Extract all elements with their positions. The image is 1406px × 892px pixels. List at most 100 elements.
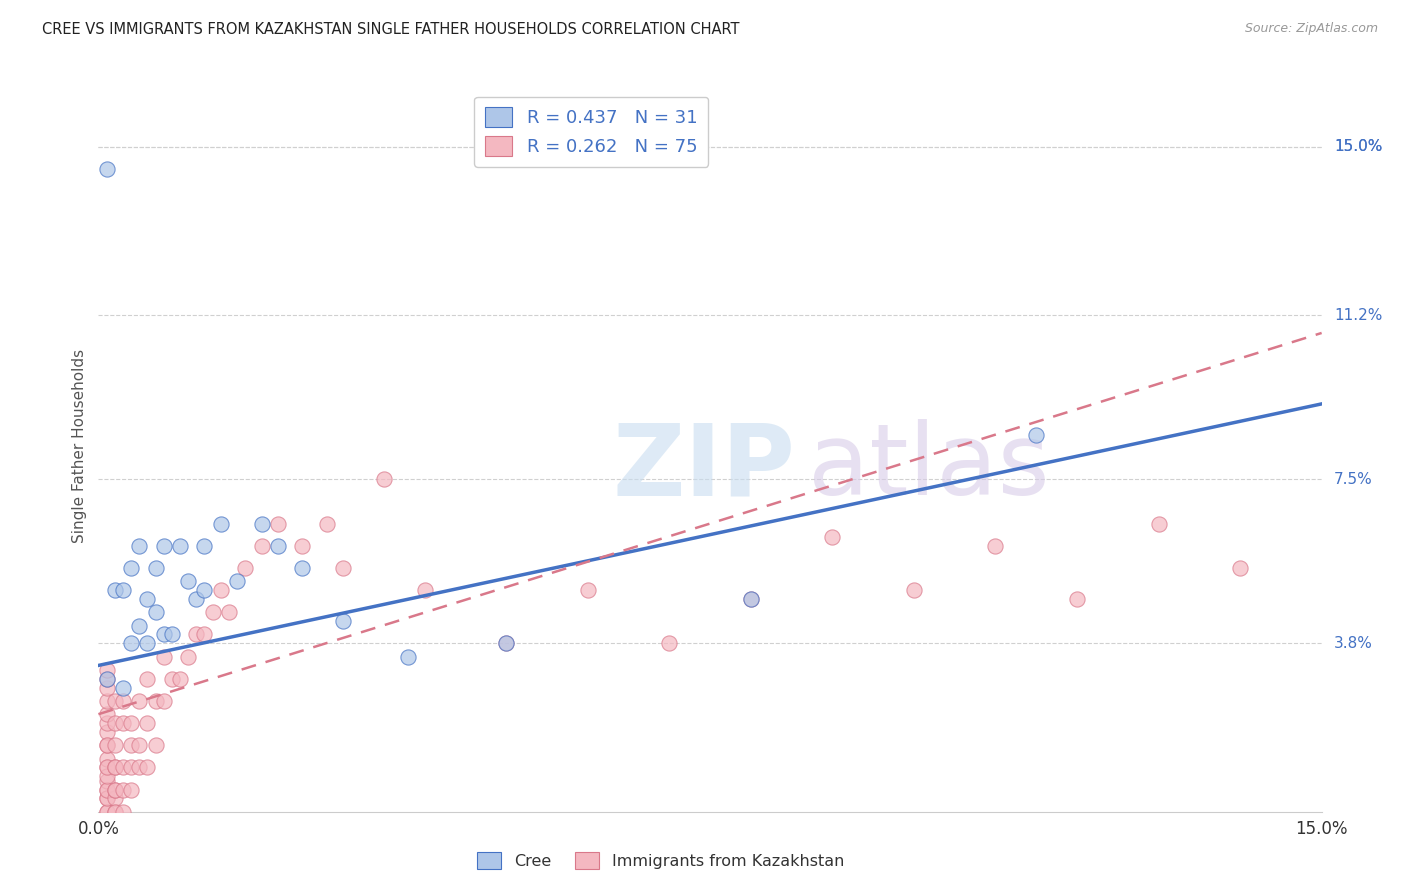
Point xyxy=(96,738,118,752)
Point xyxy=(96,805,118,819)
Point xyxy=(201,605,224,619)
Point xyxy=(96,663,118,677)
Point xyxy=(111,583,134,598)
Point xyxy=(96,760,118,774)
Point xyxy=(186,591,208,606)
Point xyxy=(193,627,215,641)
Point xyxy=(152,649,174,664)
Point xyxy=(332,614,354,628)
Point xyxy=(177,649,200,664)
Point xyxy=(160,672,183,686)
Point xyxy=(104,782,127,797)
Point xyxy=(821,530,844,544)
Point xyxy=(128,618,150,632)
Point xyxy=(111,805,134,819)
Point xyxy=(96,707,118,722)
Point xyxy=(152,627,174,641)
Point xyxy=(209,516,232,531)
Point xyxy=(128,539,150,553)
Text: 15.0%: 15.0% xyxy=(1334,139,1382,154)
Point xyxy=(145,694,167,708)
Point xyxy=(169,539,191,553)
Point xyxy=(136,591,159,606)
Point xyxy=(111,716,134,731)
Point xyxy=(96,773,118,788)
Point xyxy=(160,627,183,641)
Point xyxy=(291,539,314,553)
Point xyxy=(111,694,134,708)
Point xyxy=(267,539,290,553)
Point xyxy=(96,161,118,176)
Point xyxy=(96,725,118,739)
Point xyxy=(233,561,256,575)
Point xyxy=(104,791,127,805)
Point xyxy=(152,694,174,708)
Point xyxy=(495,636,517,650)
Point xyxy=(169,672,191,686)
Y-axis label: Single Father Households: Single Father Households xyxy=(72,349,87,543)
Point xyxy=(96,751,118,765)
Point xyxy=(104,805,127,819)
Point xyxy=(120,760,142,774)
Point xyxy=(104,694,127,708)
Point xyxy=(136,760,159,774)
Point xyxy=(1025,428,1047,442)
Point xyxy=(136,716,159,731)
Point xyxy=(104,738,127,752)
Point xyxy=(96,672,118,686)
Point xyxy=(658,636,681,650)
Point xyxy=(903,583,925,598)
Point xyxy=(315,516,337,531)
Point xyxy=(396,649,419,664)
Point xyxy=(250,516,273,531)
Text: 15.0%: 15.0% xyxy=(1334,139,1382,154)
Point xyxy=(96,760,118,774)
Point xyxy=(96,672,118,686)
Point xyxy=(96,791,118,805)
Text: 11.2%: 11.2% xyxy=(1334,308,1382,323)
Point xyxy=(104,583,127,598)
Legend: Cree, Immigrants from Kazakhstan: Cree, Immigrants from Kazakhstan xyxy=(471,846,851,875)
Text: Source: ZipAtlas.com: Source: ZipAtlas.com xyxy=(1244,22,1378,36)
Point xyxy=(104,716,127,731)
Point xyxy=(1147,516,1170,531)
Text: ZIP: ZIP xyxy=(612,419,794,516)
Point xyxy=(96,769,118,783)
Point xyxy=(111,681,134,695)
Point xyxy=(136,636,159,650)
Point xyxy=(96,681,118,695)
Text: CREE VS IMMIGRANTS FROM KAZAKHSTAN SINGLE FATHER HOUSEHOLDS CORRELATION CHART: CREE VS IMMIGRANTS FROM KAZAKHSTAN SINGL… xyxy=(42,22,740,37)
Point xyxy=(209,583,232,598)
Point xyxy=(177,574,200,589)
Point xyxy=(332,561,354,575)
Point xyxy=(1229,561,1251,575)
Point xyxy=(96,738,118,752)
Point xyxy=(152,539,174,553)
Point xyxy=(96,782,118,797)
Point xyxy=(1066,591,1088,606)
Point xyxy=(413,583,436,598)
Point xyxy=(186,627,208,641)
Point xyxy=(145,561,167,575)
Point xyxy=(120,716,142,731)
Point xyxy=(96,782,118,797)
Point xyxy=(120,636,142,650)
Point xyxy=(226,574,249,589)
Point xyxy=(495,636,517,650)
Point xyxy=(104,782,127,797)
Point xyxy=(104,805,127,819)
Point xyxy=(267,516,290,531)
Point xyxy=(291,561,314,575)
Text: atlas: atlas xyxy=(808,419,1049,516)
Point xyxy=(128,738,150,752)
Point xyxy=(128,760,150,774)
Point xyxy=(111,760,134,774)
Point xyxy=(120,782,142,797)
Point xyxy=(104,760,127,774)
Point xyxy=(128,694,150,708)
Text: 7.5%: 7.5% xyxy=(1334,472,1372,487)
Point xyxy=(193,583,215,598)
Point xyxy=(193,539,215,553)
Point xyxy=(984,539,1007,553)
Point xyxy=(145,605,167,619)
